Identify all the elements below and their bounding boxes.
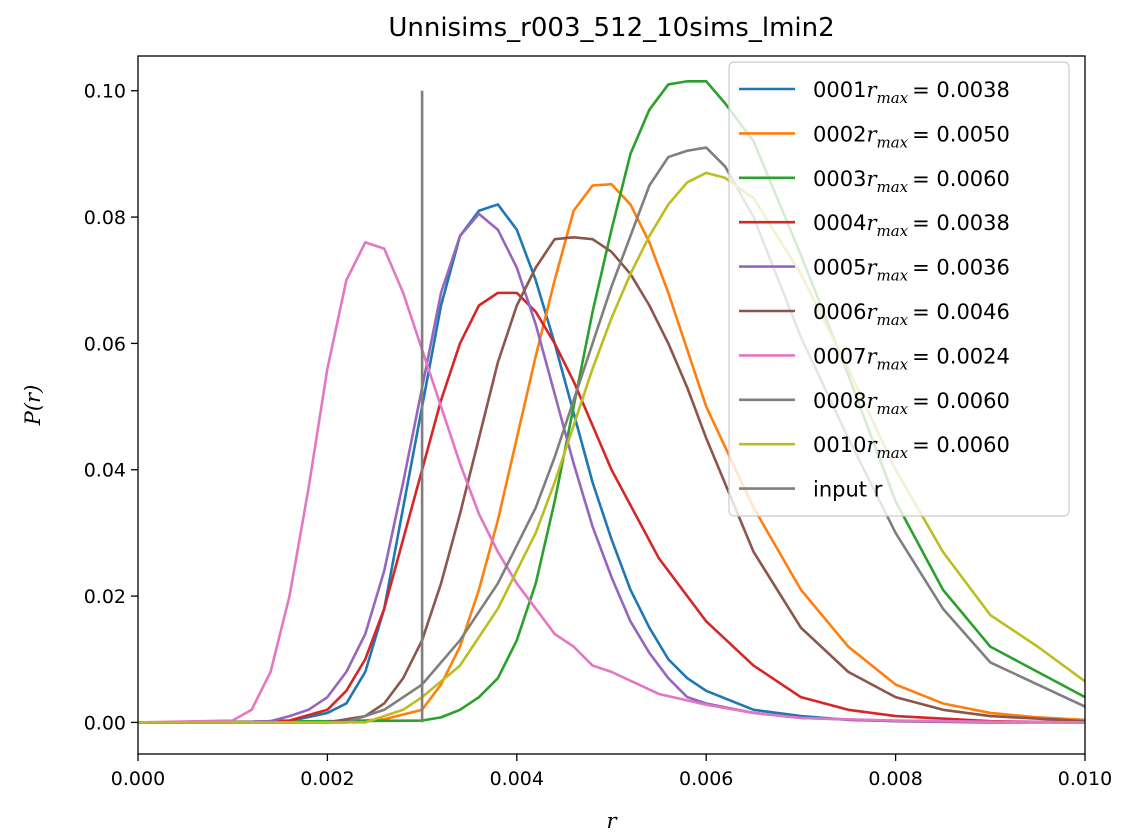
legend-entry: 0006rmax = 0.0046: [739, 300, 1010, 329]
y-tick-label: 0.02: [84, 586, 126, 608]
y-tick-label: 0.08: [84, 207, 126, 229]
axes: 0.000 0.002 0.004 0.006 0.008 0.010 0.00 0.02 0.…: [84, 55, 1112, 790]
x-axis-label: r: [606, 809, 618, 833]
legend-entry: 0010rmax = 0.0060: [739, 433, 1010, 462]
legend-label: 0003rmax = 0.0060: [813, 167, 1010, 196]
legend-label: 0004rmax = 0.0038: [813, 211, 1010, 240]
x-tick-label: 0.010: [1058, 768, 1112, 790]
x-tick-label: 0.008: [868, 768, 922, 790]
x-tick-label: 0.004: [490, 768, 544, 790]
y-tick-label: 0.04: [84, 460, 126, 482]
legend-entry: 0007rmax = 0.0024: [739, 344, 1010, 373]
legend-entry: 0008rmax = 0.0060: [739, 389, 1010, 418]
series-line-0004: [138, 291, 1085, 724]
legend-label: 0010rmax = 0.0060: [813, 433, 1010, 462]
chart-title: Unnisims_r003_512_10sims_lmin2: [388, 13, 834, 43]
series-line-0008: [138, 146, 1085, 724]
y-axis-label: P(r): [21, 385, 45, 427]
series-line-0006: [138, 235, 1085, 724]
legend-entry: 0004rmax = 0.0038: [739, 211, 1010, 240]
legend-entry: 0003rmax = 0.0060: [739, 167, 1010, 196]
legend-entry: 0005rmax = 0.0036: [739, 256, 1010, 285]
legend: 0001rmax = 0.0038 0002rmax = 0.0050 0003rmax…: [728, 61, 1070, 517]
series-line-0002: [138, 182, 1085, 724]
y-tick-label: 0.00: [84, 712, 126, 734]
y-tick-label: 0.06: [84, 333, 126, 355]
legend-label: 0001rmax = 0.0038: [813, 78, 1010, 107]
legend-entry: input r: [739, 478, 883, 502]
series-line-0007: [138, 241, 1085, 724]
axes-frame: [137, 55, 1086, 755]
x-tick-label: 0.006: [679, 768, 733, 790]
legend-label: 0007rmax = 0.0024: [813, 344, 1010, 373]
legend-entry: 0002rmax = 0.0050: [739, 122, 1010, 151]
legend-label: input r: [813, 478, 883, 502]
y-tick-label: 0.10: [84, 81, 126, 103]
x-tick-label: 0.000: [111, 768, 165, 790]
legend-label: 0002rmax = 0.0050: [813, 122, 1010, 151]
series-line-0001: [138, 203, 1085, 724]
legend-entry: 0001rmax = 0.0038: [739, 78, 1010, 107]
legend-box: [728, 61, 1070, 517]
legend-label: 0006rmax = 0.0046: [813, 300, 1010, 329]
x-tick-label: 0.002: [300, 768, 354, 790]
legend-label: 0008rmax = 0.0060: [813, 389, 1010, 418]
series-line-0005: [138, 212, 1085, 724]
legend-label: 0005rmax = 0.0036: [813, 256, 1010, 285]
